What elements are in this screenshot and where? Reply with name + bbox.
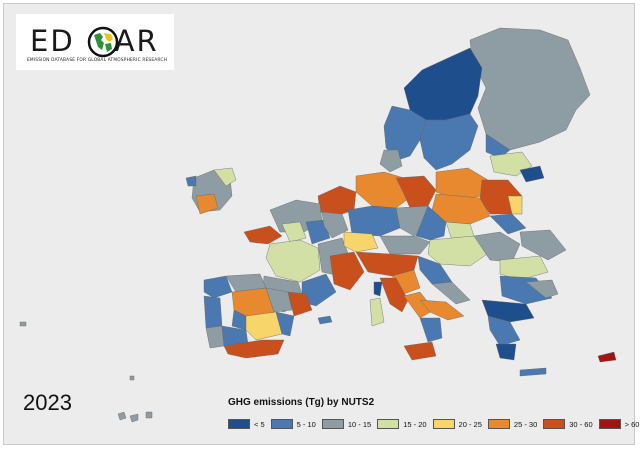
legend-item: 25 - 30	[487, 419, 538, 429]
region-croatia-coast	[431, 281, 471, 305]
legend-item: 30 - 60	[543, 419, 593, 429]
region-balearics	[317, 315, 333, 325]
legend-label: 20 - 25	[458, 419, 482, 429]
region-portugal-south	[205, 325, 225, 349]
region-provence	[329, 251, 365, 291]
region-romania-west	[473, 231, 521, 263]
region-aragon	[265, 287, 293, 313]
region-finland	[469, 27, 591, 151]
legend-swatch	[321, 419, 344, 429]
legend-item: 20 - 25	[432, 419, 482, 429]
region-crete	[519, 367, 547, 377]
legend-item: 5 - 10	[270, 419, 316, 429]
region-azores	[19, 321, 135, 381]
region-northern-ireland	[213, 167, 237, 187]
region-central-italy	[379, 277, 409, 313]
legend-swatch	[377, 419, 400, 429]
year-label: 2023	[23, 390, 72, 415]
region-andalusia	[223, 339, 285, 359]
legend-label: 10 - 15	[347, 419, 372, 429]
legend-swatch	[228, 419, 250, 429]
legend-swatch	[598, 419, 621, 429]
region-moldova-border	[489, 213, 527, 235]
region-denmark	[379, 149, 403, 173]
region-southern-italy	[419, 317, 443, 343]
region-ireland-south	[195, 193, 219, 215]
legend-item: 10 - 15	[321, 419, 372, 429]
region-lorraine	[321, 211, 349, 239]
region-austria	[379, 235, 431, 255]
region-northern-scandinavia	[403, 47, 483, 121]
region-brittany	[243, 225, 283, 245]
region-central-france	[265, 239, 321, 283]
region-sardinia	[369, 297, 385, 327]
region-west-ireland	[185, 175, 197, 187]
region-bulgaria-south	[525, 279, 559, 299]
region-romania-east	[519, 229, 567, 261]
region-lithuania	[519, 165, 545, 183]
legend-label: < 5	[254, 419, 265, 429]
region-greece-central	[487, 315, 521, 347]
region-romania-central	[499, 255, 549, 281]
region-southern-germany	[347, 205, 401, 237]
legend: < 5 5 - 10 10 - 15 15 - 20 20 - 25 25 - …	[228, 417, 640, 431]
legend-item: 15 - 20	[377, 419, 427, 429]
legend-swatch	[432, 419, 455, 429]
region-sicily	[403, 341, 437, 361]
legend-label: > 60	[624, 419, 640, 429]
region-peloponnese	[495, 343, 517, 361]
region-czechia	[415, 205, 447, 241]
legend-label: 15 - 20	[403, 419, 427, 429]
legend-label: 25 - 30	[513, 419, 538, 429]
region-southern-sweden	[419, 113, 479, 171]
region-normandy	[281, 221, 307, 243]
legend-label: 5 - 10	[296, 419, 316, 429]
region-greece-north	[481, 299, 535, 323]
region-corsica	[373, 281, 383, 297]
region-switzerland	[343, 231, 379, 253]
legend-label: 30 - 60	[569, 419, 593, 429]
region-lublin	[507, 195, 523, 215]
legend-item: > 60	[598, 419, 640, 429]
legend-item: < 5	[228, 419, 265, 429]
logo-wordmark: ED AR	[30, 24, 159, 58]
logo-subtitle: EMISSION DATABASE FOR GLOBAL ATMOSPHERIC…	[26, 58, 168, 63]
region-norway-coast	[383, 105, 427, 161]
globe-icon	[87, 26, 119, 58]
legend-swatch	[543, 419, 566, 429]
region-puglia	[419, 299, 465, 321]
region-castilla-mancha	[245, 311, 283, 341]
edgar-logo: ED AR EMISSION DATABASE FOR GLOBAL ATMOSP…	[16, 14, 174, 70]
region-catalonia	[287, 291, 313, 317]
legend-title: GHG emissions (Tg) by NUTS2	[228, 397, 375, 408]
region-galicia	[203, 275, 233, 299]
region-portugal-north	[203, 295, 223, 329]
region-valencia	[275, 311, 295, 337]
region-cyprus	[597, 351, 617, 363]
legend-swatch	[487, 419, 510, 429]
region-canary-islands	[117, 411, 153, 423]
legend-swatch	[270, 419, 293, 429]
